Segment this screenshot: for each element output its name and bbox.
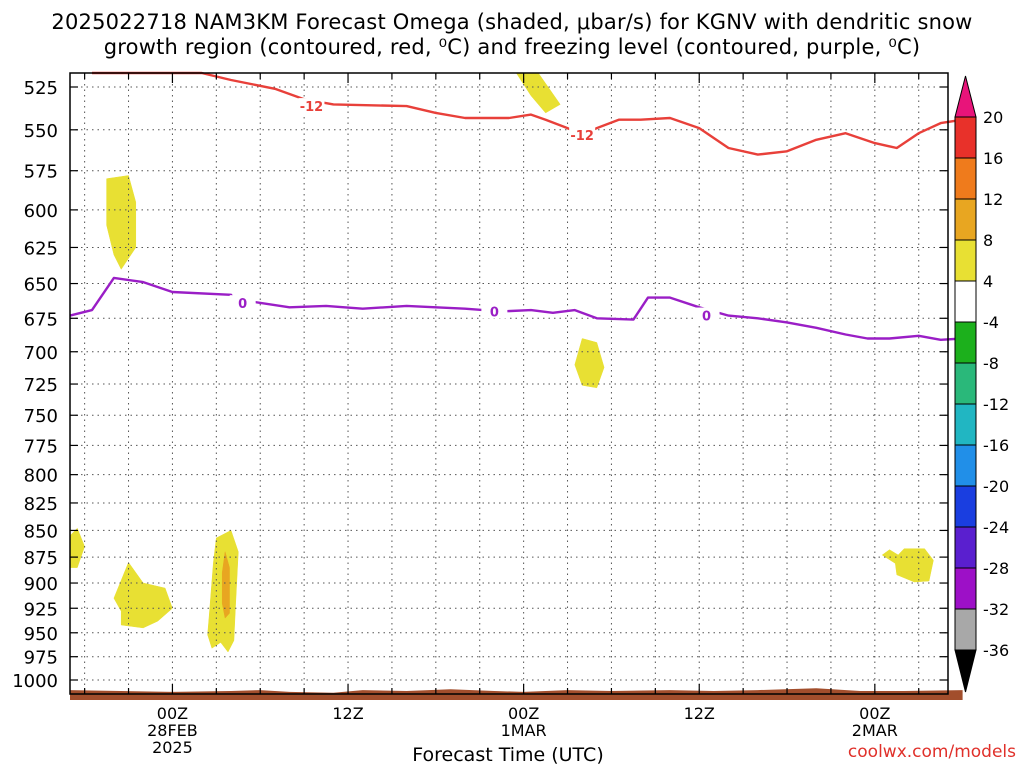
x-tick-label: 2MAR bbox=[852, 721, 898, 740]
x-tick-label: 12Z bbox=[332, 704, 363, 723]
temperature-contours: -12 -12 0 0 0 bbox=[69, 71, 963, 341]
y-tick-label: 925 bbox=[24, 599, 58, 620]
y-tick-label: 775 bbox=[24, 436, 58, 457]
omega-region bbox=[221, 551, 230, 619]
colorbar-band bbox=[954, 608, 977, 651]
y-tick-label: 525 bbox=[24, 78, 58, 99]
x-tick-label: 00Z bbox=[157, 704, 188, 723]
omega-region bbox=[515, 72, 561, 114]
y-tick-label: 1000 bbox=[12, 671, 58, 692]
colorbar-label: -4 bbox=[983, 313, 999, 332]
colorbar-band bbox=[954, 485, 977, 528]
plot-frame bbox=[69, 72, 949, 695]
colorbar-band bbox=[954, 362, 977, 405]
x-tick-label: 1MAR bbox=[501, 721, 547, 740]
colorbar: 20 16 12 8 4 -4 -8 -12 -16 -20 -24 -28 -32 -36 bbox=[954, 75, 1009, 693]
contour-label: -12 bbox=[300, 100, 324, 115]
colorbar-label: 16 bbox=[983, 149, 1003, 168]
y-tick-label: 900 bbox=[24, 574, 58, 595]
y-tick-label: 825 bbox=[24, 494, 58, 515]
colorbar-band bbox=[954, 198, 977, 241]
contour-label-bg bbox=[298, 98, 325, 114]
x-tick-label: 2025 bbox=[152, 738, 193, 757]
contour-line-0 bbox=[69, 276, 963, 341]
contour-label-bg bbox=[481, 303, 508, 319]
y-tick-label: 575 bbox=[24, 162, 58, 183]
colorbar-band bbox=[954, 239, 977, 282]
colorbar-bottom-arrow bbox=[954, 649, 977, 693]
y-tick-label: 875 bbox=[24, 548, 58, 569]
colorbar-band bbox=[954, 157, 977, 200]
credit-text: coolwx.com/models bbox=[847, 742, 1016, 762]
y-tick-label: 850 bbox=[24, 521, 58, 542]
colorbar-band bbox=[954, 116, 977, 159]
colorbar-label: -8 bbox=[983, 354, 999, 373]
y-tick-label: 750 bbox=[24, 406, 58, 427]
contour-label: -12 bbox=[570, 129, 594, 144]
omega-region bbox=[106, 175, 137, 270]
contour-label-bg bbox=[569, 126, 596, 142]
colorbar-label: -28 bbox=[983, 559, 1009, 578]
colorbar-label: 8 bbox=[983, 231, 993, 250]
colorbar-label: -24 bbox=[983, 518, 1009, 537]
omega-region bbox=[574, 338, 605, 389]
contour-label: 0 bbox=[238, 297, 247, 312]
y-tick-label: 675 bbox=[24, 309, 58, 330]
omega-shading bbox=[69, 72, 934, 653]
y-axis: 525 550 575 600 625 650 675 700 725 750 775 800 825 8… bbox=[12, 78, 948, 692]
x-tick-label: 00Z bbox=[508, 704, 539, 723]
omega-region bbox=[113, 561, 173, 629]
colorbar-band bbox=[954, 567, 977, 610]
x-tick-label: 12Z bbox=[684, 704, 715, 723]
colorbar-band bbox=[954, 321, 977, 364]
omega-region bbox=[69, 527, 85, 568]
y-tick-label: 975 bbox=[24, 648, 58, 669]
colorbar-band bbox=[954, 280, 977, 323]
x-axis-title-text: Forecast Time (UTC) bbox=[412, 744, 604, 766]
y-tick-label: 725 bbox=[24, 375, 58, 396]
y-tick-label: 950 bbox=[24, 624, 58, 645]
colorbar-label: 12 bbox=[983, 190, 1003, 209]
omega-region bbox=[881, 548, 934, 583]
chart-title-line-2: growth region (contoured, red, ⁰C) and f… bbox=[103, 35, 921, 59]
colorbar-label: -32 bbox=[983, 600, 1009, 619]
chart-title-line-1: 2025022718 NAM3KM Forecast Omega (shaded… bbox=[51, 10, 973, 34]
y-tick-label: 700 bbox=[24, 343, 58, 364]
y-tick-label: 625 bbox=[24, 238, 58, 259]
colorbar-label: -16 bbox=[983, 436, 1009, 455]
colorbar-label: 4 bbox=[983, 272, 993, 291]
x-tick-label: 28FEB bbox=[147, 721, 198, 740]
x-axis-title: Forecast Time (UTC) bbox=[0, 744, 1024, 766]
contour-label: 0 bbox=[702, 310, 711, 325]
colorbar-band bbox=[954, 403, 977, 446]
y-tick-label: 800 bbox=[24, 466, 58, 487]
colorbar-label: -20 bbox=[983, 477, 1009, 496]
contour-label-bg bbox=[229, 295, 256, 311]
colorbar-band bbox=[954, 444, 977, 487]
y-tick-label: 650 bbox=[24, 275, 58, 296]
y-tick-label: 600 bbox=[24, 201, 58, 222]
colorbar-label: -36 bbox=[983, 641, 1009, 660]
contour-label: 0 bbox=[490, 305, 499, 320]
y-tick-label: 550 bbox=[24, 121, 58, 142]
colorbar-label: 20 bbox=[983, 108, 1003, 127]
x-tick-label: 00Z bbox=[859, 704, 890, 723]
colorbar-top-arrow bbox=[954, 75, 977, 118]
colorbar-label: -12 bbox=[983, 395, 1009, 414]
contour-label-bg bbox=[693, 307, 720, 323]
gridlines bbox=[70, 73, 948, 694]
colorbar-band bbox=[954, 526, 977, 569]
